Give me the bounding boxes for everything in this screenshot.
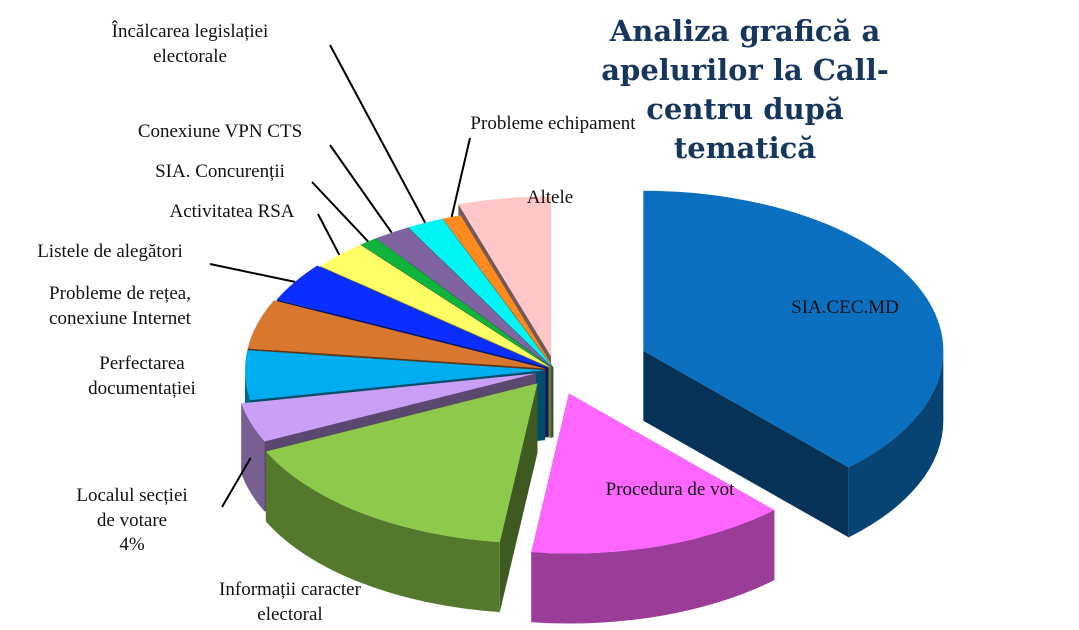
slice [375, 227, 553, 368]
slice-label: SIA. Concurenții [155, 160, 285, 185]
slice-label: Altele [527, 186, 573, 211]
slice [247, 300, 546, 369]
slice-side [265, 451, 500, 613]
leader-line [329, 144, 393, 234]
slice-label: Probleme echipament [470, 112, 635, 137]
slice-label: Listele de alegători [37, 240, 183, 265]
slice [458, 196, 552, 357]
slice-side [241, 403, 265, 512]
category-name: Conexiune VPN CTS [137, 121, 303, 142]
category-name: Listele de alegători [37, 241, 183, 262]
leader-line [311, 181, 369, 243]
slice-side [531, 510, 775, 624]
slice [360, 238, 552, 368]
slice [531, 393, 775, 554]
category-name: SIA.CEC.MD [791, 297, 899, 318]
slice [408, 218, 553, 368]
slice [265, 383, 538, 543]
category-name: Probleme de rețea, conexiune Internet [49, 283, 191, 329]
slice-label: Informații caracter electoral [219, 578, 361, 627]
leader-line [329, 44, 427, 224]
slice [245, 350, 546, 401]
slice-label: Probleme de rețea, conexiune Internet [49, 282, 191, 331]
slice [320, 244, 552, 369]
category-name: Probleme echipament [470, 113, 636, 134]
leader-line [209, 263, 296, 283]
slice-label: Încălcarea legislației electorale [112, 20, 269, 69]
category-name: Încălcarea legislației electorale [111, 21, 269, 67]
category-name: Altele [526, 187, 574, 208]
category-name: SIA. Concurenții [155, 161, 285, 182]
slice-label: Localul secției de votare 4% [76, 484, 187, 558]
leader-line [450, 137, 471, 218]
leader-line [317, 213, 341, 256]
category-name: Informații caracter electoral [219, 579, 361, 625]
slice-label: Activitatea RSA [169, 200, 294, 225]
chart-title: Analiza grafică a apelurilor la Call-cen… [601, 14, 889, 166]
slice-label: Conexiune VPN CTS [138, 120, 302, 145]
category-name: Perfectarea documentației [88, 353, 196, 399]
category-name: Localul secției de votare [76, 485, 188, 531]
slice-label: Perfectarea documentației [88, 352, 196, 401]
slice-label: Procedura de vot [606, 478, 735, 503]
slice [643, 190, 944, 468]
slice [241, 373, 536, 442]
slice-side [848, 350, 944, 538]
slice [442, 215, 554, 368]
slice-label: SIA.CEC.MD [791, 296, 899, 321]
slice-cut-face [643, 350, 849, 538]
category-name: Activitatea RSA [169, 201, 295, 222]
value-label: 4% [119, 534, 145, 556]
slice [276, 265, 549, 368]
category-name: Procedura de vot [605, 479, 735, 500]
leader-line [221, 457, 252, 508]
